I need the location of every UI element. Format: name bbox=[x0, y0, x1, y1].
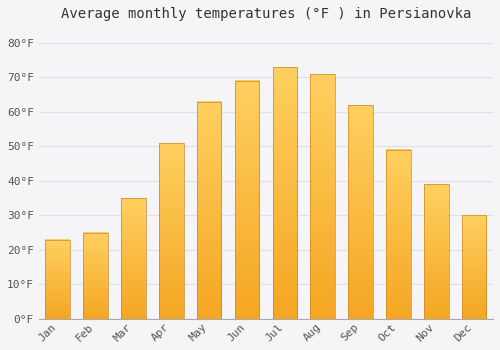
Bar bbox=[46, 239, 70, 319]
Bar bbox=[462, 215, 486, 319]
Bar bbox=[386, 150, 410, 319]
Bar bbox=[272, 67, 297, 319]
Bar bbox=[121, 198, 146, 319]
Bar bbox=[348, 105, 373, 319]
Bar bbox=[234, 81, 260, 319]
Bar bbox=[424, 184, 448, 319]
Bar bbox=[84, 233, 108, 319]
Title: Average monthly temperatures (°F ) in Persianovka: Average monthly temperatures (°F ) in Pe… bbox=[60, 7, 471, 21]
Bar bbox=[159, 143, 184, 319]
Bar bbox=[310, 74, 335, 319]
Bar bbox=[197, 102, 222, 319]
